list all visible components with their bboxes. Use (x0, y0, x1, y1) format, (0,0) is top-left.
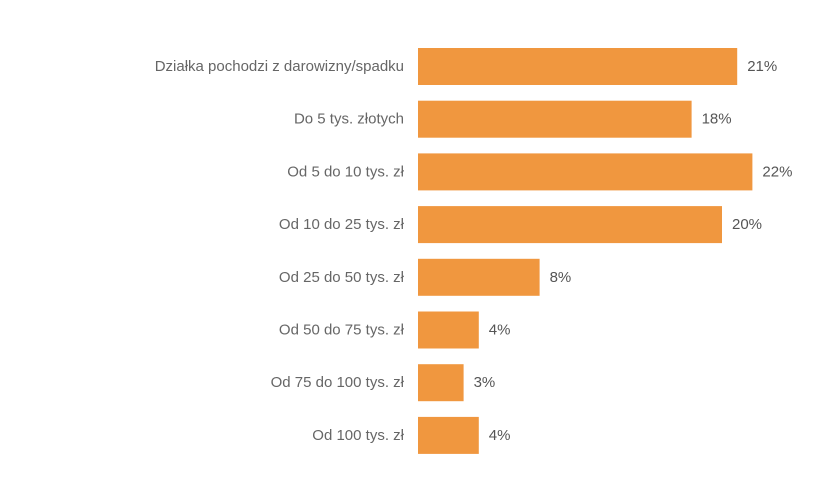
bar-od-10-do-25-tys-zl (418, 206, 722, 244)
bars (418, 48, 753, 454)
value-label-od-50-do-75-tys-zl: 4% (489, 322, 511, 339)
bar-od-25-do-50-tys-zl (418, 258, 540, 296)
category-label-od-10-do-25-tys-zl: Od 10 do 25 tys. zł (279, 216, 405, 233)
value-label-do-5-tys-zlotych: 18% (702, 111, 732, 128)
category-labels: Działka pochodzi z darowizny/spadku Do 5 … (155, 58, 405, 444)
category-label-od-25-do-50-tys-zl: Od 25 do 50 tys. zł (279, 269, 405, 286)
value-label-od-25-do-50-tys-zl: 8% (550, 269, 572, 286)
category-label-od-100-tys-zl: Od 100 tys. zł (312, 427, 404, 444)
category-label-od-50-do-75-tys-zl: Od 50 do 75 tys. zł (279, 322, 405, 339)
category-label-od-5-do-10-tys-zl: Od 5 do 10 tys. zł (287, 163, 404, 180)
category-label-dzialka-pochodzi-z-darowizny-spadku: Działka pochodzi z darowizny/spadku (155, 58, 404, 75)
bar-do-5-tys-zlotych (418, 100, 692, 138)
bar-od-5-do-10-tys-zl (418, 153, 753, 191)
value-label-od-75-do-100-tys-zl: 3% (474, 374, 496, 391)
category-label-od-75-do-100-tys-zl: Od 75 do 100 tys. zł (271, 374, 405, 391)
category-label-do-5-tys-zlotych: Do 5 tys. złotych (294, 111, 404, 128)
value-labels: 21% 18% 22% 20% 8% 4% 3% 4% (474, 58, 793, 444)
bar-od-50-do-75-tys-zl (418, 311, 479, 349)
bar-od-100-tys-zl (418, 416, 479, 454)
bar-od-75-do-100-tys-zl (418, 364, 464, 402)
value-label-dzialka-pochodzi-z-darowizny-spadku: 21% (747, 58, 777, 75)
value-label-od-5-do-10-tys-zl: 22% (762, 163, 792, 180)
value-label-od-100-tys-zl: 4% (489, 427, 511, 444)
value-label-od-10-do-25-tys-zl: 20% (732, 216, 762, 233)
bar-dzialka-pochodzi-z-darowizny-spadku (418, 48, 738, 85)
